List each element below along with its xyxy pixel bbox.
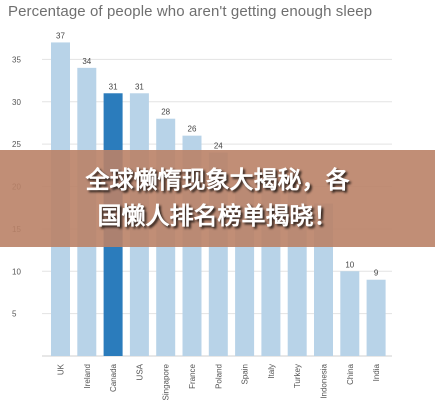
value-label: 31 [135, 82, 144, 91]
x-tick-label: France [188, 363, 197, 388]
value-label: 9 [374, 269, 379, 278]
bar-china [340, 271, 360, 356]
y-tick-label: 25 [12, 140, 21, 149]
y-tick-label: 10 [12, 267, 21, 276]
x-tick-label: Italy [267, 364, 276, 379]
x-tick-label: Singapore [162, 363, 171, 400]
banner-text: 全球懒惰现象大揭秘，各 国懒人排名榜单揭晓！ [85, 166, 350, 230]
value-label: 37 [56, 31, 65, 40]
value-labels: 37 34 31 31 28 26 24 10 9 [56, 31, 379, 277]
x-tick-label: Turkey [293, 364, 302, 388]
x-axis-labels: UK Ireland Canada USA Singapore France Poland S… [57, 363, 382, 400]
x-tick-label: Canada [109, 363, 118, 392]
bar-india [366, 279, 386, 356]
x-tick-label: Ireland [83, 364, 92, 388]
value-label: 31 [109, 82, 118, 91]
x-tick-label: USA [135, 363, 144, 380]
value-label: 28 [161, 108, 170, 117]
value-label: 24 [214, 142, 223, 151]
y-tick-label: 30 [12, 98, 21, 107]
x-tick-label: China [346, 363, 355, 384]
x-tick-label: Spain [241, 364, 250, 384]
overlay-banner: 全球懒惰现象大揭秘，各 国懒人排名榜单揭晓！ [0, 150, 435, 247]
y-tick-label: 5 [12, 310, 17, 319]
x-tick-label: Poland [214, 364, 223, 389]
x-tick-label: UK [57, 363, 66, 375]
value-label: 34 [82, 57, 91, 66]
value-label: 10 [345, 260, 354, 269]
x-tick-label: Indonesia [320, 363, 329, 398]
chart-title: Percentage of people who aren't getting … [8, 3, 373, 20]
value-label: 26 [188, 125, 197, 134]
x-tick-label: India [372, 363, 381, 381]
y-tick-label: 35 [12, 55, 21, 64]
